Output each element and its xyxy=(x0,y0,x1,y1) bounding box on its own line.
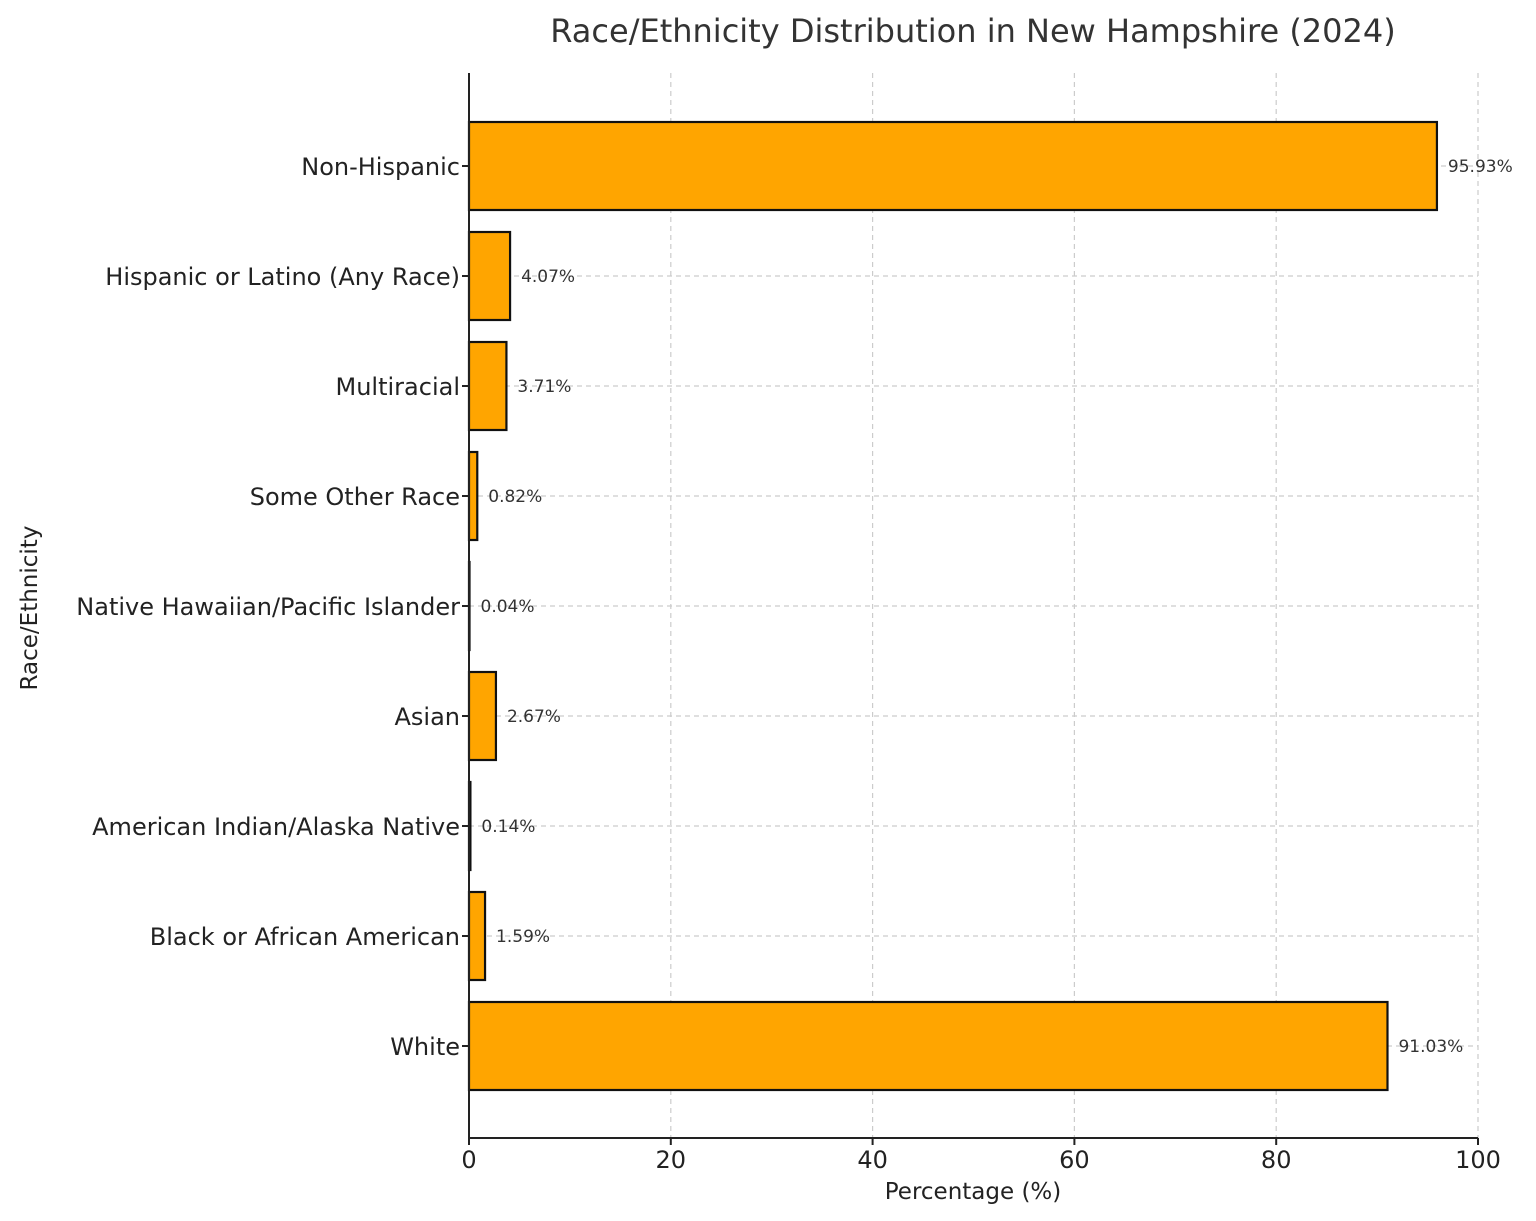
y-tick-label: Some Other Race xyxy=(250,483,460,511)
y-tick-label: White xyxy=(390,1033,460,1061)
bar-value-label: 0.82% xyxy=(488,487,542,507)
chart-title: Race/Ethnicity Distribution in New Hamps… xyxy=(550,12,1395,50)
x-tick-label: 40 xyxy=(857,1146,888,1174)
bar-value-label: 91.03% xyxy=(1398,1037,1463,1057)
y-tick-label: Native Hawaiian/Pacific Islander xyxy=(76,593,460,621)
x-tick-label: 20 xyxy=(656,1146,687,1174)
bar-multiracial xyxy=(467,340,508,432)
x-tick-label: 100 xyxy=(1455,1146,1501,1174)
bar-value-label: 3.71% xyxy=(517,377,571,397)
y-tick-label: Multiracial xyxy=(336,373,460,401)
bars xyxy=(467,120,1439,1092)
bar-asian xyxy=(467,670,498,762)
y-tick-label: Non-Hispanic xyxy=(301,153,460,181)
bar-value-label: 1.59% xyxy=(496,927,550,947)
x-axis-ticks: 0 20 40 60 80 100 xyxy=(461,1138,1501,1174)
x-axis-label: Percentage (%) xyxy=(885,1179,1062,1205)
bar-black-or-african-american xyxy=(467,890,487,982)
bar-white xyxy=(467,1000,1389,1092)
bar-value-label: 2.67% xyxy=(507,707,561,727)
y-tick-label: American Indian/Alaska Native xyxy=(92,813,460,841)
bar-value-label: 0.04% xyxy=(481,597,535,617)
y-axis-label: Race/Ethnicity xyxy=(17,526,43,691)
y-tick-label: Asian xyxy=(394,703,460,731)
bar-value-labels: 91.03% 1.59% 0.14% 2.67% 0.04% 0.82% 3.71% 4.07… xyxy=(481,157,1513,1057)
bar-non-hispanic xyxy=(467,120,1439,212)
x-tick-label: 80 xyxy=(1261,1146,1292,1174)
x-tick-label: 60 xyxy=(1059,1146,1090,1174)
bar-hispanic-or-latino-any-race- xyxy=(467,230,512,322)
y-axis-ticks: White Black or African American American I… xyxy=(76,153,469,1061)
bar-value-label: 0.14% xyxy=(481,817,535,837)
x-tick-label: 0 xyxy=(461,1146,476,1174)
y-tick-label: Hispanic or Latino (Any Race) xyxy=(105,263,460,291)
bar-value-label: 4.07% xyxy=(521,267,575,287)
y-gridlines xyxy=(469,165,1478,1047)
bar-value-label: 95.93% xyxy=(1448,157,1513,177)
bar-some-other-race xyxy=(467,450,479,542)
y-tick-label: Black or African American xyxy=(150,923,460,951)
